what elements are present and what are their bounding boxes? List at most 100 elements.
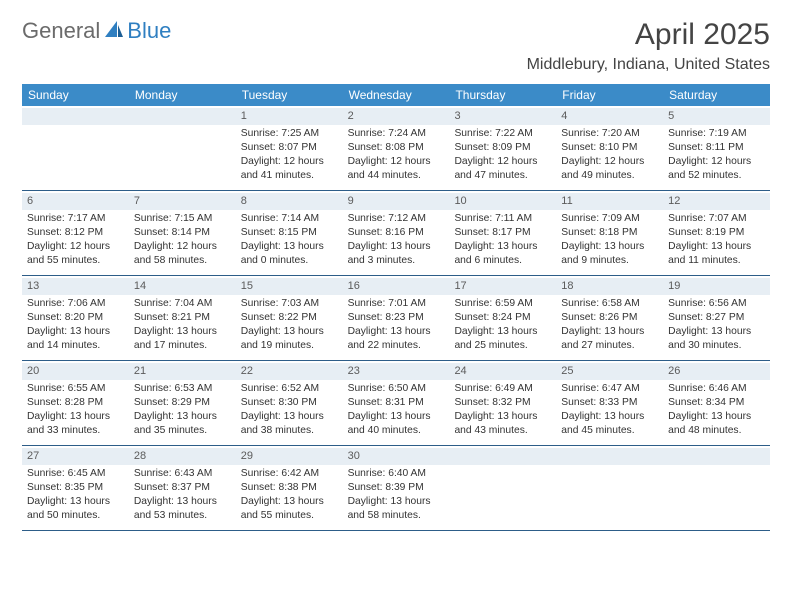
day-number: 17 [449,278,556,295]
sunrise-text: Sunrise: 7:07 AM [668,212,765,226]
day-number: 12 [663,193,770,210]
daylight-text: and 47 minutes. [454,169,551,183]
sunset-text: Sunset: 8:21 PM [134,311,231,325]
sunset-text: Sunset: 8:20 PM [27,311,124,325]
day-cell: 19Sunrise: 6:56 AMSunset: 8:27 PMDayligh… [663,276,770,360]
sunset-text: Sunset: 8:34 PM [668,396,765,410]
sunset-text: Sunset: 8:31 PM [348,396,445,410]
day-number: 13 [22,278,129,295]
day-number-empty [449,448,556,465]
sunrise-text: Sunrise: 6:43 AM [134,467,231,481]
empty-cell [22,106,129,190]
sunset-text: Sunset: 8:28 PM [27,396,124,410]
sunset-text: Sunset: 8:14 PM [134,226,231,240]
sunrise-text: Sunrise: 6:45 AM [27,467,124,481]
daylight-text: and 49 minutes. [561,169,658,183]
day-cell: 2Sunrise: 7:24 AMSunset: 8:08 PMDaylight… [343,106,450,190]
sunrise-text: Sunrise: 7:04 AM [134,297,231,311]
day-number: 29 [236,448,343,465]
daylight-text: Daylight: 13 hours [561,240,658,254]
day-number: 26 [663,363,770,380]
day-cell: 12 Sunrise: 7:07 AMSunset: 8:19 PMDayligh… [663,191,770,275]
daylight-text: Daylight: 13 hours [454,240,551,254]
empty-cell [556,446,663,530]
sunrise-text: Sunrise: 6:52 AM [241,382,338,396]
daylight-text: and 58 minutes. [134,254,231,268]
day-number: 1 [236,108,343,125]
sunrise-text: Sunrise: 7:15 AM [134,212,231,226]
daylight-text: and 0 minutes. [241,254,338,268]
day-cell: 16Sunrise: 7:01 AMSunset: 8:23 PMDayligh… [343,276,450,360]
month-title: April 2025 [527,18,770,52]
daylight-text: and 53 minutes. [134,509,231,523]
day-cell: 1Sunrise: 7:25 AMSunset: 8:07 PMDaylight… [236,106,343,190]
daylight-text: and 41 minutes. [241,169,338,183]
logo-text-blue: Blue [127,18,171,44]
daylight-text: Daylight: 13 hours [241,325,338,339]
day-cell: 22Sunrise: 6:52 AMSunset: 8:30 PMDayligh… [236,361,343,445]
sunrise-text: Sunrise: 7:09 AM [561,212,658,226]
daylight-text: Daylight: 13 hours [134,495,231,509]
empty-cell [663,446,770,530]
daylight-text: Daylight: 13 hours [348,240,445,254]
week-row: 27Sunrise: 6:45 AMSunset: 8:35 PMDayligh… [22,446,770,531]
daylight-text: Daylight: 13 hours [134,410,231,424]
day-cell: 7Sunrise: 7:15 AMSunset: 8:14 PMDaylight… [129,191,236,275]
sunset-text: Sunset: 8:38 PM [241,481,338,495]
day-cell: 24Sunrise: 6:49 AMSunset: 8:32 PMDayligh… [449,361,556,445]
day-header: Monday [129,84,236,106]
daylight-text: Daylight: 12 hours [241,155,338,169]
daylight-text: Daylight: 13 hours [27,410,124,424]
day-cell: 29Sunrise: 6:42 AMSunset: 8:38 PMDayligh… [236,446,343,530]
sunrise-text: Sunrise: 6:40 AM [348,467,445,481]
sunrise-text: Sunrise: 7:06 AM [27,297,124,311]
day-header: Sunday [22,84,129,106]
day-cell: 11Sunrise: 7:09 AMSunset: 8:18 PMDayligh… [556,191,663,275]
day-cell: 10Sunrise: 7:11 AMSunset: 8:17 PMDayligh… [449,191,556,275]
daylight-text: Daylight: 13 hours [454,410,551,424]
title-block: April 2025 Middlebury, Indiana, United S… [527,18,770,74]
daylight-text: Daylight: 12 hours [668,155,765,169]
daylight-text: Daylight: 13 hours [348,410,445,424]
day-number: 27 [22,448,129,465]
sunrise-text: Sunrise: 7:25 AM [241,127,338,141]
week-row: 1Sunrise: 7:25 AMSunset: 8:07 PMDaylight… [22,106,770,191]
day-number: 20 [22,363,129,380]
daylight-text: Daylight: 13 hours [668,240,765,254]
sunrise-text: Sunrise: 6:46 AM [668,382,765,396]
daylight-text: and 33 minutes. [27,424,124,438]
day-number: 15 [236,278,343,295]
day-cell: 17Sunrise: 6:59 AMSunset: 8:24 PMDayligh… [449,276,556,360]
sunset-text: Sunset: 8:18 PM [561,226,658,240]
day-number: 5 [663,108,770,125]
sunset-text: Sunset: 8:23 PM [348,311,445,325]
sunset-text: Sunset: 8:33 PM [561,396,658,410]
sunset-text: Sunset: 8:16 PM [348,226,445,240]
sunrise-text: Sunrise: 7:12 AM [348,212,445,226]
day-cell: 23Sunrise: 6:50 AMSunset: 8:31 PMDayligh… [343,361,450,445]
sunset-text: Sunset: 8:19 PM [668,226,765,240]
day-header: Thursday [449,84,556,106]
weeks-container: 1Sunrise: 7:25 AMSunset: 8:07 PMDaylight… [22,106,770,531]
day-number: 6 [22,193,129,210]
day-number: 3 [449,108,556,125]
daylight-text: Daylight: 13 hours [348,325,445,339]
day-number: 30 [343,448,450,465]
day-header: Wednesday [343,84,450,106]
sunrise-text: Sunrise: 6:59 AM [454,297,551,311]
daylight-text: and 50 minutes. [27,509,124,523]
daylight-text: and 55 minutes. [241,509,338,523]
day-cell: 18Sunrise: 6:58 AMSunset: 8:26 PMDayligh… [556,276,663,360]
week-row: 13 Sunrise: 7:06 AMSunset: 8:20 PM Dayligh… [22,276,770,361]
day-number-empty [129,108,236,125]
daylight-text: and 17 minutes. [134,339,231,353]
day-number-empty [22,108,129,125]
daylight-text: Daylight: 13 hours [241,495,338,509]
sunrise-text: Sunrise: 6:53 AM [134,382,231,396]
daylight-text: and 9 minutes. [561,254,658,268]
sunset-text: Sunset: 8:17 PM [454,226,551,240]
sunset-text: Sunset: 8:30 PM [241,396,338,410]
day-number: 10 [449,193,556,210]
daylight-text: and 35 minutes. [134,424,231,438]
daylight-text: Daylight: 13 hours [561,325,658,339]
